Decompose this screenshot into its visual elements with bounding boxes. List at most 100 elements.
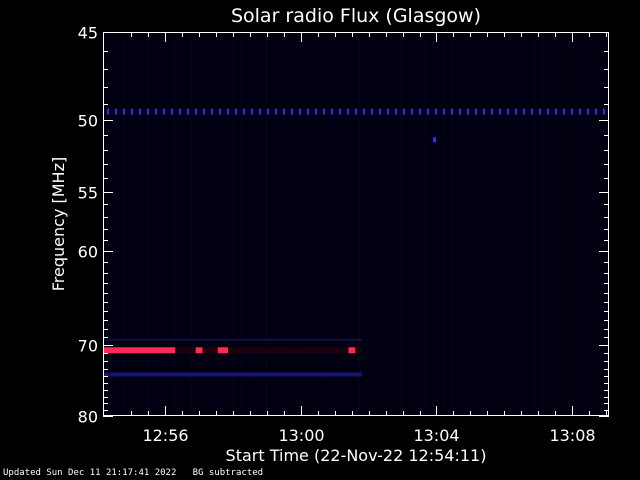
noise-column	[181, 33, 184, 415]
noise-column	[559, 33, 562, 415]
dotted-band-dot	[427, 108, 429, 115]
dotted-band-dot	[443, 108, 445, 115]
dotted-band-dot	[595, 108, 597, 115]
noise-column	[223, 33, 226, 415]
dotted-band-dot	[331, 108, 333, 115]
noise-column	[358, 33, 360, 415]
noise-column	[458, 33, 461, 415]
dotted-band-dot	[563, 108, 565, 115]
noise-column	[173, 33, 175, 415]
dotted-band-dot	[587, 108, 589, 115]
dotted-band-dot	[195, 108, 197, 115]
plot-area	[103, 32, 609, 416]
y-axis-title: Frequency [MHz]	[49, 157, 68, 291]
noise-column	[593, 33, 595, 415]
dotted-band-dot	[499, 108, 501, 115]
noise-column	[257, 33, 259, 415]
noise-column	[341, 33, 343, 415]
y-tick-label: 80	[78, 408, 98, 427]
dotted-band-dot	[491, 108, 493, 115]
noise-column	[265, 33, 268, 415]
dotted-band-dot	[187, 108, 189, 115]
plot-frame	[103, 32, 609, 416]
noise-column	[509, 33, 511, 415]
dotted-band-dot	[379, 108, 381, 115]
faint-band	[104, 372, 363, 377]
noise-column	[366, 33, 368, 415]
dotted-band-dot	[123, 108, 125, 115]
footer: Updated Sun Dec 11 21:17:41 2022 BG subt…	[3, 468, 263, 478]
y-tick-label: 60	[78, 243, 98, 262]
noise-column	[551, 33, 553, 415]
dotted-band-dot	[483, 108, 485, 115]
y-axis: 45 50 55 60 70 80	[78, 24, 609, 427]
noise-column	[248, 33, 251, 415]
x-tick-label: 13:00	[278, 426, 324, 445]
dotted-band-dot	[299, 108, 301, 115]
noise-column	[526, 33, 528, 415]
dotted-band-dot	[155, 108, 157, 115]
noise-texture	[106, 33, 604, 415]
noise-column	[198, 33, 200, 415]
burst-segment	[104, 347, 176, 354]
noise-column	[391, 33, 394, 415]
noise-column	[206, 33, 209, 415]
dotted-band-dot	[507, 108, 509, 115]
y-tick-label: 45	[78, 24, 98, 43]
noise-column	[492, 33, 494, 415]
updated-timestamp: Updated Sun Dec 11 21:17:41 2022	[3, 468, 177, 478]
dotted-band-dot	[203, 108, 205, 115]
noise-column	[240, 33, 242, 415]
burst-side-band	[104, 338, 363, 341]
dotted-band-dot	[363, 108, 365, 115]
noise-column	[131, 33, 133, 415]
noise-column	[282, 33, 284, 415]
dotted-band-dot	[211, 108, 213, 115]
dotted-band-dot	[547, 108, 549, 115]
noise-column	[164, 33, 167, 415]
noise-column	[416, 33, 419, 415]
dotted-band-dot	[283, 108, 285, 115]
noise-column	[383, 33, 385, 415]
x-axis: 12:56 13:00 13:04 13:08	[131, 32, 607, 445]
dotted-band-dot	[603, 108, 605, 115]
noise-column	[274, 33, 276, 415]
dotted-band-dot	[179, 108, 181, 115]
noise-column	[114, 33, 116, 415]
noise-column	[299, 33, 301, 415]
noise-column	[106, 33, 108, 415]
noise-column	[408, 33, 410, 415]
chart-title: Solar radio Flux (Glasgow)	[231, 5, 481, 27]
noise-column	[500, 33, 503, 415]
dotted-band-dot	[395, 108, 397, 115]
noise-column	[467, 33, 469, 415]
x-axis-title: Start Time (22-Nov-22 12:54:11)	[226, 446, 487, 465]
dotted-band-dot	[139, 108, 141, 115]
dotted-band-dot	[267, 108, 269, 115]
noise-column	[215, 33, 217, 415]
noise-column	[425, 33, 427, 415]
noise-column	[433, 33, 436, 415]
dotted-band-dot	[275, 108, 277, 115]
dotted-band-dot	[539, 108, 541, 115]
burst-segment	[217, 347, 228, 354]
dotted-band-dot	[403, 108, 405, 115]
y-tick-label: 50	[78, 112, 98, 131]
noise-column	[122, 33, 125, 415]
dotted-band-dot	[315, 108, 317, 115]
dotted-band-dot	[171, 108, 173, 115]
noise-column	[568, 33, 570, 415]
y-tick-label: 55	[78, 184, 98, 203]
y-tick-label: 70	[78, 337, 98, 356]
dotted-band-dot	[475, 108, 477, 115]
noise-column	[534, 33, 536, 415]
noise-column	[349, 33, 352, 415]
noise-column	[139, 33, 142, 415]
burst-segment	[195, 347, 203, 354]
noise-column	[484, 33, 486, 415]
noise-column	[601, 33, 604, 415]
dotted-band-dot	[371, 108, 373, 115]
noise-column	[400, 33, 402, 415]
noise-column	[324, 33, 326, 415]
